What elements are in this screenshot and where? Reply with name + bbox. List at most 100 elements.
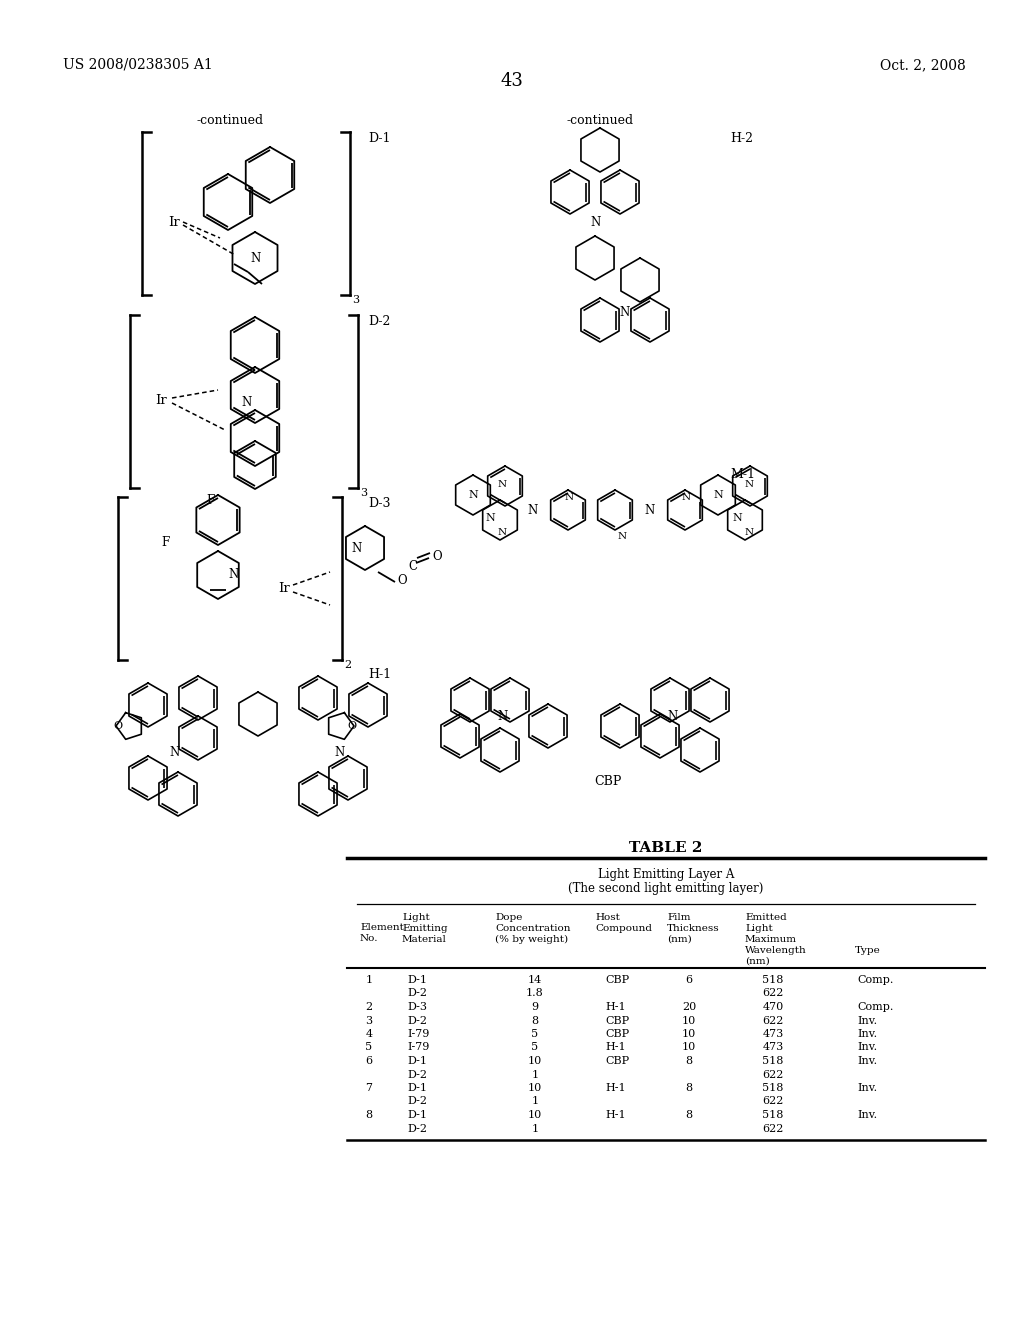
Text: I-79: I-79 [407,1030,429,1039]
Text: 10: 10 [528,1056,542,1067]
Text: O: O [114,721,123,731]
Text: 5: 5 [366,1043,373,1052]
Text: CBP: CBP [605,1056,629,1067]
Text: I-79: I-79 [407,1043,429,1052]
Text: CBP: CBP [605,1030,629,1039]
Text: 8: 8 [366,1110,373,1119]
Text: -continued: -continued [566,114,634,127]
Text: O: O [347,721,356,731]
Text: CBP: CBP [605,975,629,985]
Text: D-1: D-1 [407,1110,427,1119]
Text: 2: 2 [344,660,351,671]
Text: 1: 1 [531,1123,539,1134]
Text: Inv.: Inv. [857,1110,878,1119]
Text: D-3: D-3 [407,1002,427,1012]
Text: 3: 3 [366,1015,373,1026]
Text: N: N [498,528,507,537]
Text: Oct. 2, 2008: Oct. 2, 2008 [880,58,966,73]
Text: 518: 518 [762,1110,783,1119]
Text: 6: 6 [366,1056,373,1067]
Text: 518: 518 [762,1082,783,1093]
Text: (% by weight): (% by weight) [495,935,568,944]
Text: Inv.: Inv. [857,1030,878,1039]
Text: Maximum: Maximum [745,935,797,944]
Text: 622: 622 [762,1123,783,1134]
Text: Inv.: Inv. [857,1082,878,1093]
Text: H-2: H-2 [730,132,753,145]
Text: N: N [645,503,655,516]
Text: N: N [352,543,362,556]
Text: 470: 470 [763,1002,783,1012]
Text: Comp.: Comp. [857,975,893,985]
Text: US 2008/0238305 A1: US 2008/0238305 A1 [63,58,213,73]
Text: Thickness: Thickness [667,924,720,933]
Text: N: N [732,513,741,523]
Text: Emitting: Emitting [402,924,447,933]
Text: O: O [432,549,441,562]
Text: Wavelength: Wavelength [745,946,807,954]
Text: N: N [618,532,627,541]
Text: Emitted: Emitted [745,913,786,921]
Text: D-2: D-2 [407,1097,427,1106]
Text: 10: 10 [682,1015,696,1026]
Text: N: N [468,490,478,500]
Text: 10: 10 [682,1030,696,1039]
Text: Concentration: Concentration [495,924,570,933]
Text: M-1: M-1 [730,469,755,480]
Text: O: O [397,573,407,586]
Text: 6: 6 [685,975,692,985]
Text: Compound: Compound [595,924,652,933]
Text: Light: Light [402,913,430,921]
Text: Ir: Ir [278,582,290,594]
Text: D-1: D-1 [368,132,390,145]
Text: 1: 1 [531,1069,539,1080]
Text: 622: 622 [762,989,783,998]
Text: Host: Host [595,913,620,921]
Text: D-2: D-2 [407,1069,427,1080]
Text: 8: 8 [531,1015,539,1026]
Text: N: N [228,569,239,582]
Text: 2: 2 [366,1002,373,1012]
Text: N: N [170,746,180,759]
Text: N: N [713,490,723,500]
Text: TABLE 2: TABLE 2 [630,841,702,855]
Text: H-1: H-1 [368,668,391,681]
Text: (nm): (nm) [745,957,770,966]
Text: 10: 10 [682,1043,696,1052]
Text: Ir: Ir [168,216,180,230]
Text: D-2: D-2 [407,1015,427,1026]
Text: 622: 622 [762,1015,783,1026]
Text: 43: 43 [501,73,523,90]
Text: H-1: H-1 [605,1043,626,1052]
Text: 5: 5 [531,1030,539,1039]
Text: 7: 7 [366,1082,373,1093]
Text: 1: 1 [366,975,373,985]
Text: N: N [242,396,252,409]
Text: N: N [251,252,261,265]
Text: Dope: Dope [495,913,522,921]
Text: F: F [206,494,214,507]
Text: H-1: H-1 [605,1082,626,1093]
Text: 1: 1 [531,1097,539,1106]
Text: 3: 3 [360,488,368,498]
Text: No.: No. [360,935,379,942]
Text: (The second light emitting layer): (The second light emitting layer) [568,882,764,895]
Text: N: N [745,528,754,537]
Text: 14: 14 [528,975,542,985]
Text: D-2: D-2 [407,1123,427,1134]
Text: N: N [498,710,508,723]
Text: 622: 622 [762,1069,783,1080]
Text: 3: 3 [352,294,359,305]
Text: D-2: D-2 [368,315,390,327]
Text: 4: 4 [366,1030,373,1039]
Text: Ir: Ir [155,393,167,407]
Text: N: N [620,306,630,319]
Text: Light: Light [745,924,773,933]
Text: 10: 10 [528,1082,542,1093]
Text: Material: Material [402,935,446,944]
Text: N: N [682,492,691,502]
Text: Element: Element [360,923,403,932]
Text: N: N [591,215,601,228]
Text: D-3: D-3 [368,498,390,510]
Text: Inv.: Inv. [857,1043,878,1052]
